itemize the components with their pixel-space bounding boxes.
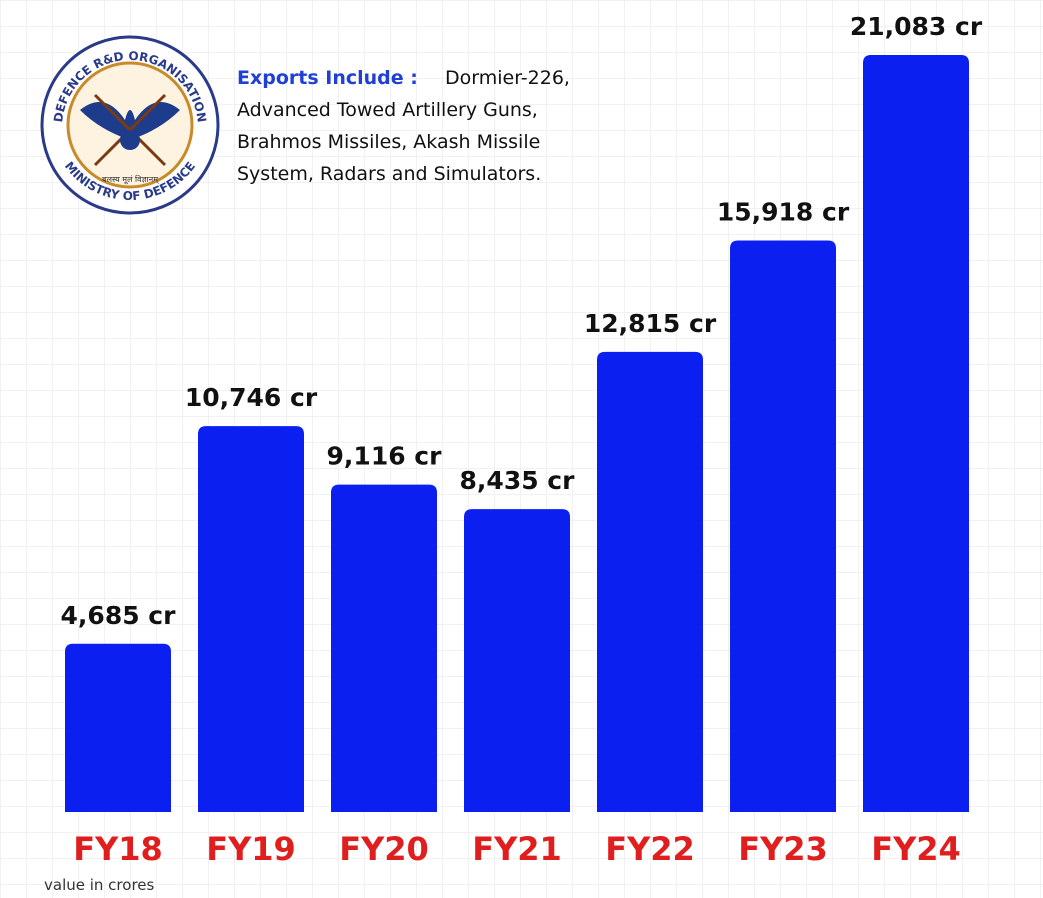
x-tick-label: FY19 [206,830,296,868]
bar [331,484,437,812]
bar [65,643,171,812]
note: Dormier-226, Advanced Towed Artillery Gun… [237,67,570,185]
note-line: Brahmos Missiles, Akash Missile [237,131,540,153]
x-tick-label: FY21 [472,830,562,868]
bar [730,240,836,812]
bar [597,351,703,812]
x-tick-label: FY23 [738,830,828,868]
bar [464,509,570,812]
note-label: Exports Include : [237,67,418,89]
logo-wings [80,102,180,140]
data-label: 10,746 cr [185,383,318,412]
data-label: 4,685 cr [61,601,177,630]
data-label: 8,435 cr [460,466,576,495]
bar [863,55,969,812]
bar [198,426,304,812]
x-tick-label: FY20 [339,830,429,868]
x-tick-label: FY18 [73,830,163,868]
footnote: value in crores [44,876,155,894]
note-line: Advanced Towed Artillery Guns, [237,99,538,121]
logo-motto: बलस्य मूलं विज्ञानम् [102,174,160,185]
note-line: System, Radars and Simulators. [237,163,541,185]
data-label: 9,116 cr [327,442,443,471]
data-label: 21,083 cr [850,12,983,41]
note-line: Dormier-226, [445,67,570,89]
data-label: 15,918 cr [717,197,850,226]
data-label: 12,815 cr [584,309,717,338]
x-tick-label: FY22 [605,830,695,868]
x-tick-label: FY24 [871,830,961,868]
logo-anchor [120,130,140,150]
logo: DEFENCE R&D ORGANISATION MINISTRY OF DEF… [40,35,220,215]
